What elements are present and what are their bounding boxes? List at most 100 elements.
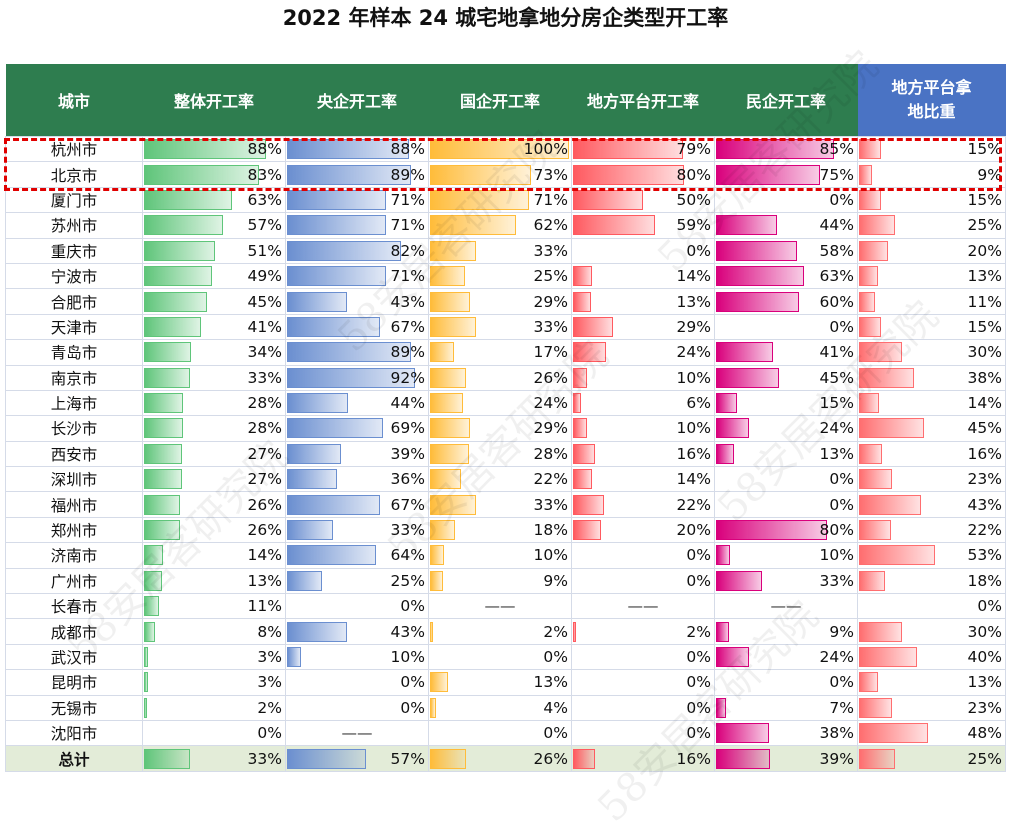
missing-value: —— [770,597,802,616]
data-bar [144,672,148,693]
city-cell: 上海市 [5,389,143,417]
value-label: 43% [390,292,425,311]
value-label: 29% [676,317,711,336]
overall-rate-cell: 26% [142,491,286,518]
data-bar [430,367,466,388]
data-bar [859,545,935,566]
data-bar [287,266,386,287]
platform-share-cell: 16% [857,440,1006,468]
data-bar [859,189,881,210]
value-label: 10% [533,546,568,565]
city-cell: 总计 [5,745,143,772]
value-label: 11% [967,292,1002,311]
city-cell: 重庆市 [5,237,143,264]
data-bar [573,139,683,160]
table-row: 杭州市 88% 88% 100% 79% 85% 15% [5,135,1006,163]
data-bar [859,469,892,490]
data-bar [144,596,159,617]
value-label: 80% [819,521,854,540]
platform-share-cell: 9% [857,161,1006,188]
private-rate-cell: 44% [714,212,858,239]
platform-share-cell: 53% [857,542,1006,569]
value-label: 0% [400,597,425,616]
value-label: 0% [543,724,568,743]
value-label: 3% [257,673,282,692]
table-row: 南京市 33% 92% 26% 10% 45% 38% [5,364,1006,391]
state-owned-rate-cell: 0% [428,719,572,747]
data-bar [716,291,799,312]
city-cell: 西安市 [5,440,143,468]
central-soe-rate-cell: 82% [285,237,429,264]
overall-rate-cell: 33% [142,745,286,772]
data-bar [430,748,466,769]
value-label: 22% [676,495,711,514]
data-bar [573,367,587,388]
data-bar [859,672,878,693]
value-label: 3% [257,648,282,666]
private-rate-cell: 60% [714,288,858,315]
value-label: 6% [686,394,711,413]
table-row: 西安市 27% 39% 28% 16% 13% 16% [5,440,1006,468]
state-owned-rate-cell: 9% [428,567,572,595]
value-label: 71% [390,267,425,286]
central-soe-rate-cell: 0% [285,694,429,721]
platform-share-cell: 11% [857,288,1006,315]
data-bar [716,647,749,667]
value-label: 30% [967,343,1002,362]
value-label: 49% [247,267,282,286]
value-label: 57% [247,216,282,235]
private-rate-cell: 63% [714,262,858,290]
value-label: 28% [247,394,282,413]
private-rate-cell: 13% [714,440,858,468]
value-label: 22% [533,470,568,489]
data-bar [716,723,769,744]
state-owned-rate-cell: 73% [428,161,572,188]
state-owned-rate-cell: 71% [428,186,572,214]
data-bar [287,545,376,566]
data-bar [716,443,734,464]
value-label: 64% [390,546,425,565]
local-platform-rate-cell: 0% [571,542,715,569]
overall-rate-cell: 45% [142,288,286,315]
city-cell: 沈阳市 [5,719,143,747]
data-bar [859,748,895,769]
data-bar [859,266,878,287]
city-cell: 郑州市 [5,516,143,544]
data-bar [430,621,433,642]
data-bar [430,570,443,591]
platform-share-cell: 45% [857,415,1006,442]
platform-share-cell: 23% [857,466,1006,493]
data-bar [716,342,773,363]
value-label: 13% [533,673,568,692]
value-label: 88% [247,140,282,159]
value-label: 0% [686,724,711,743]
private-rate-cell: 39% [714,745,858,772]
value-label: 75% [819,165,854,184]
table-row: 宁波市 49% 71% 25% 14% 63% 13% [5,262,1006,290]
overall-rate-cell: 11% [142,593,286,620]
data-bar [716,367,779,388]
value-label: 26% [533,368,568,387]
data-bar [287,418,383,439]
value-label: 89% [390,165,425,184]
private-rate-cell: 0% [714,669,858,696]
local-platform-rate-cell: 10% [571,415,715,442]
data-bar [859,367,914,388]
data-bar [144,748,190,769]
private-rate-cell: 33% [714,567,858,595]
state-owned-rate-cell: 22% [428,466,572,493]
state-owned-rate-cell: 33% [428,313,572,341]
value-label: 0% [686,546,711,565]
missing-value: —— [627,597,659,616]
value-label: 0% [686,673,711,692]
platform-share-cell: 25% [857,212,1006,239]
central-soe-rate-cell: 57% [285,745,429,772]
data-bar [287,316,380,337]
state-owned-rate-cell: 28% [428,440,572,468]
private-rate-cell: 85% [714,135,858,163]
data-bar [716,520,827,541]
chart-title: 2022 年样本 24 城宅地拿地分房企类型开工率 [282,6,729,30]
value-label: 20% [967,241,1002,260]
value-label: 16% [967,444,1002,463]
value-label: 25% [967,749,1002,768]
